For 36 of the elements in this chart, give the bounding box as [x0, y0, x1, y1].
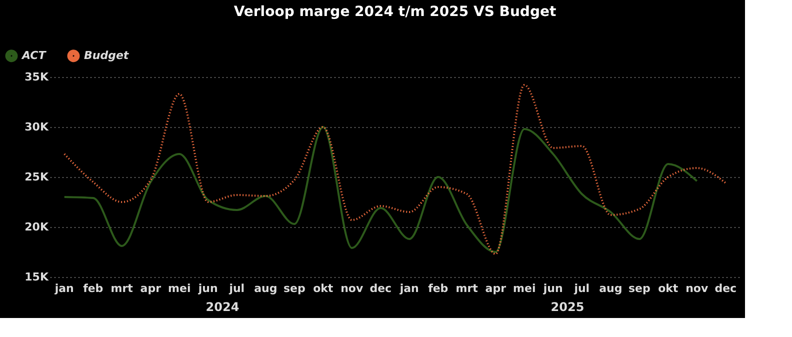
x-tick-label: okt	[658, 282, 678, 295]
y-tick-label: 25K	[24, 170, 49, 184]
x-tick-label: jun	[197, 282, 218, 295]
x-tick-label: okt	[313, 282, 334, 295]
x-tick-label: jan	[398, 282, 419, 295]
x-tick-label: nov	[686, 282, 709, 295]
text: 2024	[206, 300, 240, 314]
x-tick-label: mei	[168, 282, 191, 295]
y-tick-label: 15K	[24, 270, 49, 284]
x-tick-label: sep	[283, 282, 306, 295]
line-series	[63, 84, 727, 255]
legend-label: ACT	[21, 48, 48, 62]
x-tick-label: feb	[83, 282, 104, 295]
x-tick-label: jun	[542, 282, 563, 295]
x-tick-label: mrt	[110, 282, 133, 295]
x-tick-label: mrt	[456, 282, 478, 295]
legend-label: Budget	[84, 48, 130, 62]
x-tick-label: jan	[54, 282, 74, 295]
chart-title: Verloop marge 2024 t/m 2025 VS Budget	[234, 4, 556, 20]
x-tick-label: jul	[228, 282, 245, 295]
y-tick-label: 20K	[24, 220, 49, 234]
x-tick-label: aug	[254, 282, 278, 295]
x-tick-label: nov	[340, 282, 364, 295]
x-tick-label: apr	[485, 282, 507, 295]
y-tick-label: 35K	[24, 70, 49, 84]
y-tick-label: 30K	[24, 120, 49, 134]
x-tick-label: jul	[573, 282, 590, 295]
line-series	[63, 126, 698, 253]
x-tick-label: aug	[599, 282, 622, 295]
x-tick-label: feb	[428, 282, 448, 295]
x-tick-label: mei	[513, 282, 536, 295]
x-tick-label: apr	[140, 282, 162, 295]
x-tick-label: sep	[628, 282, 650, 295]
x-tick-label: dec	[714, 282, 737, 295]
text: 2025	[550, 300, 584, 314]
x-tick-label: dec	[370, 282, 392, 295]
